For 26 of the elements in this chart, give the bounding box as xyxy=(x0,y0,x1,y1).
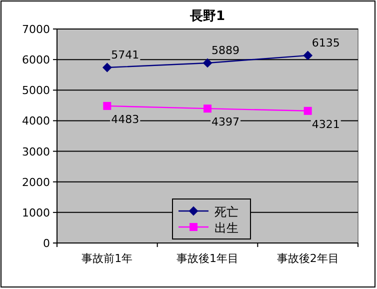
point xyxy=(204,104,212,113)
legend-label: 死亡 xyxy=(214,205,238,219)
point xyxy=(304,106,312,115)
point xyxy=(303,50,312,60)
point xyxy=(103,102,112,110)
y-tick-label: 1000 xyxy=(22,206,50,220)
y-tick-label: 6000 xyxy=(22,54,50,67)
y-tick-label: 4000 xyxy=(22,114,50,128)
data-label: 5741 xyxy=(111,48,140,62)
data-label: 6135 xyxy=(312,36,340,50)
data-label: 4321 xyxy=(312,118,340,131)
data-label: 4483 xyxy=(111,112,140,126)
y-tick-label: 7000 xyxy=(22,23,50,36)
point xyxy=(203,58,212,68)
point xyxy=(102,62,112,72)
y-tick-label: 0 xyxy=(43,237,50,250)
data-label: 4397 xyxy=(212,116,240,129)
chart-title: 長野1 xyxy=(188,9,226,24)
data-label: 5889 xyxy=(212,44,240,57)
x-tick-label: 事故後2年目 xyxy=(276,252,339,265)
y-tick-label: 5000 xyxy=(22,84,50,98)
x-tick-label: 事故前1年 xyxy=(82,252,133,265)
x-tick-label: 事故後1年目 xyxy=(176,252,238,265)
legend-label: 出生 xyxy=(214,221,238,235)
y-tick-label: 2000 xyxy=(22,176,50,189)
y-tick-label: 3000 xyxy=(22,145,50,158)
